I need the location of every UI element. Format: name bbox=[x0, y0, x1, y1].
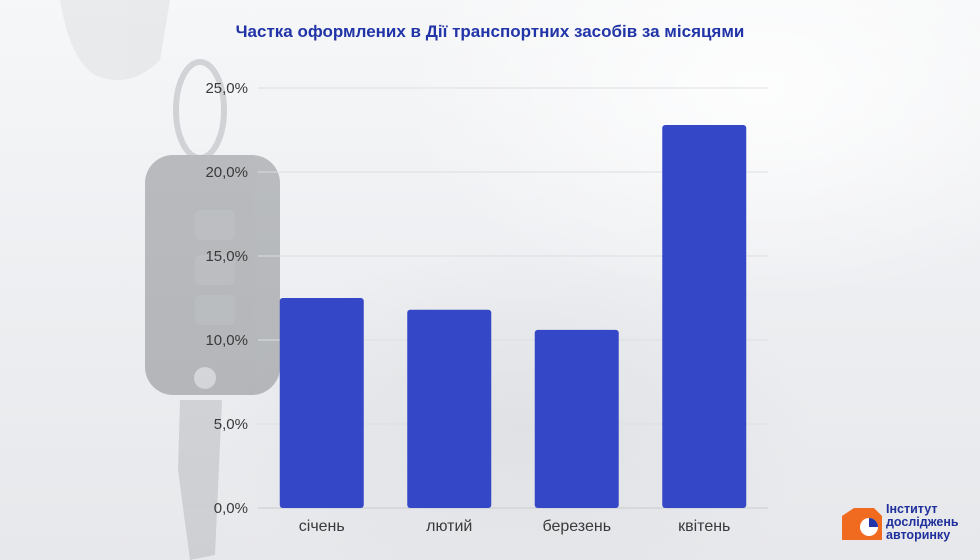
x-axis-categories: січень лютий березень квітень bbox=[299, 518, 731, 535]
bar-лютий bbox=[407, 309, 492, 508]
bars bbox=[279, 124, 747, 509]
bar-березень bbox=[534, 329, 619, 508]
institute-logo-icon bbox=[842, 508, 882, 540]
logo-line-1: Інститут bbox=[886, 502, 938, 516]
x-category-label: квітень bbox=[678, 518, 730, 535]
bar-квітень bbox=[662, 124, 747, 509]
bar-січень bbox=[279, 298, 364, 508]
x-category-label: січень bbox=[299, 518, 345, 535]
x-category-label: лютий bbox=[426, 518, 472, 535]
chart-title: Частка оформлених в Дії транспортних зас… bbox=[235, 22, 745, 41]
y-tick-label: 20,0% bbox=[205, 164, 248, 181]
y-tick-label: 0,0% bbox=[214, 500, 248, 517]
y-tick-label: 5,0% bbox=[214, 416, 248, 433]
y-tick-label: 15,0% bbox=[205, 248, 248, 265]
y-tick-label: 10,0% bbox=[205, 332, 248, 349]
logo-line-3: авторинку bbox=[886, 528, 951, 542]
x-category-label: березень bbox=[542, 518, 611, 535]
logo-text: Інститут досліджень авторинку bbox=[886, 503, 959, 542]
y-axis-ticks: 0,0% 5,0% 10,0% 15,0% 20,0% 25,0% bbox=[205, 80, 248, 517]
y-tick-label: 25,0% bbox=[205, 80, 248, 97]
logo-line-2: досліджень bbox=[886, 515, 959, 529]
